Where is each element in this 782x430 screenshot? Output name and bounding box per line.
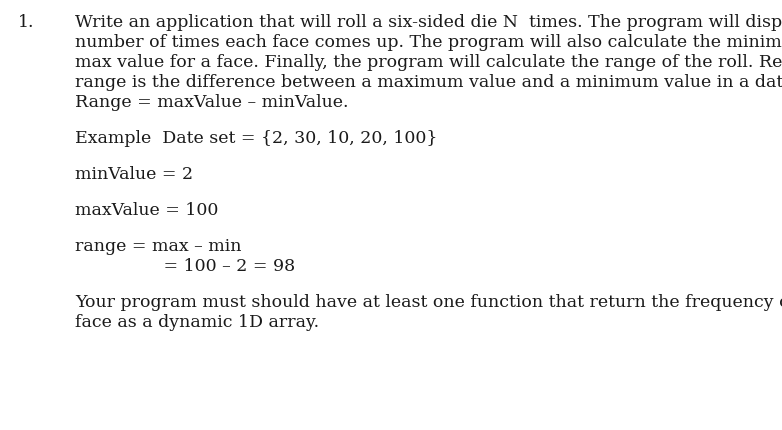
Text: range is the difference between a maximum value and a minimum value in a data se: range is the difference between a maximu… bbox=[75, 74, 782, 91]
Text: maxValue = 100: maxValue = 100 bbox=[75, 202, 218, 218]
Text: range = max – min: range = max – min bbox=[75, 237, 242, 255]
Text: Example  Date set = {2, 30, 10, 20, 100}: Example Date set = {2, 30, 10, 20, 100} bbox=[75, 130, 437, 147]
Text: Range = maxValue – minValue.: Range = maxValue – minValue. bbox=[75, 94, 349, 111]
Text: minValue = 2: minValue = 2 bbox=[75, 166, 193, 183]
Text: Your program must should have at least one function that return the frequency of: Your program must should have at least o… bbox=[75, 293, 782, 310]
Text: Write an application that will roll a six-sided die N  times. The program will d: Write an application that will roll a si… bbox=[75, 14, 782, 31]
Text: face as a dynamic 1D array.: face as a dynamic 1D array. bbox=[75, 313, 319, 330]
Text: 1.: 1. bbox=[18, 14, 34, 31]
Text: = 100 – 2 = 98: = 100 – 2 = 98 bbox=[125, 258, 295, 274]
Text: number of times each face comes up. The program will also calculate the minimum : number of times each face comes up. The … bbox=[75, 34, 782, 51]
Text: max value for a face. Finally, the program will calculate the range of the roll.: max value for a face. Finally, the progr… bbox=[75, 54, 782, 71]
